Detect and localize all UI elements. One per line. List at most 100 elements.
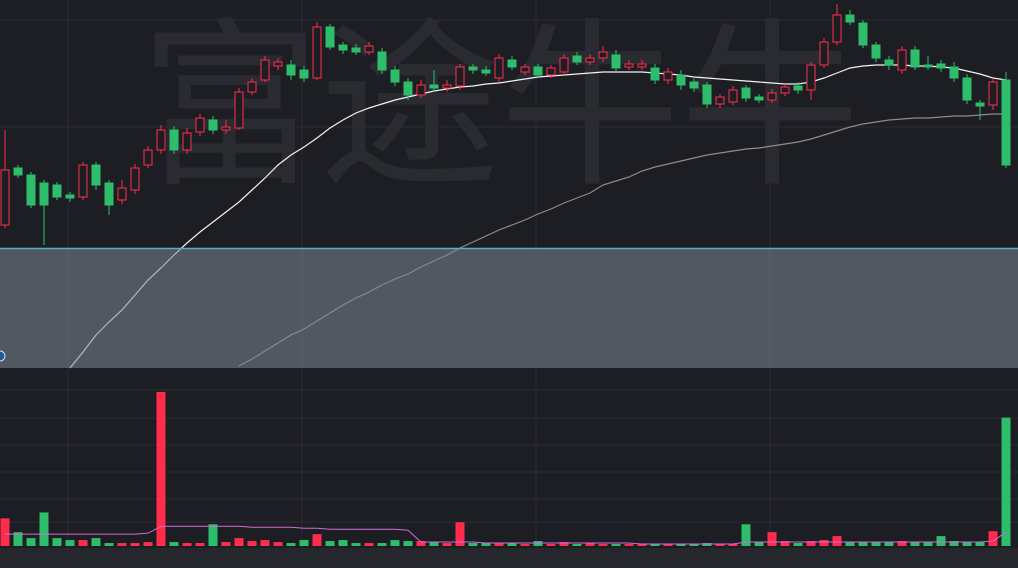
selection-band <box>0 248 1018 368</box>
candle-body <box>611 54 621 69</box>
candle-body <box>806 64 816 91</box>
volume-bar <box>520 544 530 546</box>
volume-bar <box>741 524 751 546</box>
candle-body <box>260 59 270 81</box>
volume-bar <box>156 391 166 546</box>
volume-bar <box>637 544 647 546</box>
candle-body <box>533 66 543 76</box>
volume-bar <box>26 538 36 546</box>
volume-bar <box>728 544 738 546</box>
candle-body <box>546 67 556 76</box>
volume-bar <box>481 543 491 546</box>
candle-body <box>780 86 790 94</box>
candle-body <box>845 14 855 23</box>
candle-body <box>507 59 517 68</box>
volume-bar <box>65 540 75 546</box>
volume-bar <box>208 524 218 546</box>
volume-bar <box>858 542 868 546</box>
volume-bar <box>429 542 439 546</box>
candle-body <box>962 77 972 101</box>
volume-bar <box>494 543 504 546</box>
volume-bar <box>403 541 413 546</box>
volume-bar <box>364 543 374 546</box>
volume-bar <box>325 541 335 546</box>
candle-body <box>26 174 36 206</box>
volume-bar <box>780 541 790 546</box>
candle-body <box>39 182 49 206</box>
volume-bar <box>91 538 101 546</box>
candle-body <box>351 47 361 53</box>
candle-body <box>650 67 660 81</box>
candle-body <box>403 81 413 96</box>
candle-body <box>741 87 751 99</box>
candle-body <box>923 64 933 68</box>
candle-body <box>1001 79 1011 166</box>
volume-bar <box>455 522 465 546</box>
band-handle[interactable] <box>0 350 6 362</box>
volume-bar <box>845 542 855 546</box>
candle-body <box>156 129 166 151</box>
candle-body <box>598 51 608 59</box>
volume-bar <box>338 540 348 546</box>
volume-bar <box>754 542 764 546</box>
candle-body <box>858 22 868 46</box>
candle-body <box>702 84 712 105</box>
volume-bar <box>286 543 296 546</box>
volume-bar <box>143 542 153 546</box>
volume-bar <box>806 541 816 546</box>
candle-body <box>442 84 452 89</box>
candle-body <box>832 14 842 43</box>
volume-bar <box>598 544 608 546</box>
volume-bar <box>273 542 283 546</box>
candle-body <box>494 57 504 79</box>
candle-body <box>117 187 127 201</box>
volume-bar <box>962 542 972 546</box>
candle-body <box>247 81 257 93</box>
volume-bar <box>832 536 842 546</box>
volume-bar <box>624 544 634 546</box>
volume-bar <box>416 541 426 546</box>
volume-bar <box>611 544 621 546</box>
volume-bar <box>871 542 881 546</box>
candle-body <box>455 66 465 87</box>
volume-bar <box>117 543 127 546</box>
volume-bar <box>936 536 946 546</box>
candle-body <box>130 167 140 191</box>
candle-body <box>221 126 231 131</box>
volume-bar <box>390 540 400 546</box>
volume-bar <box>819 540 829 546</box>
candle-body <box>676 74 686 86</box>
candle-body <box>429 84 439 89</box>
candle-body <box>182 132 192 151</box>
volume-bar <box>676 544 686 546</box>
volume-bar <box>689 544 699 546</box>
volume-bar <box>351 543 361 546</box>
candle-body <box>884 59 894 66</box>
volume-bar <box>130 543 140 546</box>
candle-body <box>104 182 114 206</box>
volume-bar <box>793 543 803 546</box>
volume-bar <box>247 541 257 546</box>
candle-body <box>208 119 218 131</box>
candle-body <box>520 66 530 73</box>
volume-bar <box>442 543 452 546</box>
volume-bar <box>767 532 777 546</box>
candle-body <box>0 169 10 226</box>
volume-bar <box>910 542 920 546</box>
volume-bar <box>507 543 517 546</box>
candle-body <box>559 57 569 73</box>
volume-bar <box>39 512 49 546</box>
volume-bar <box>546 544 556 546</box>
candle-body <box>663 71 673 81</box>
candle-body <box>273 61 283 67</box>
footer-strip <box>0 548 1018 568</box>
volume-bar <box>663 544 673 546</box>
volume-bar <box>1001 417 1011 546</box>
candle-body <box>793 85 803 91</box>
volume-bar <box>897 541 907 546</box>
volume-bar <box>585 543 595 546</box>
candle-body <box>715 96 725 105</box>
candle-body <box>936 63 946 69</box>
candle-body <box>312 26 322 79</box>
